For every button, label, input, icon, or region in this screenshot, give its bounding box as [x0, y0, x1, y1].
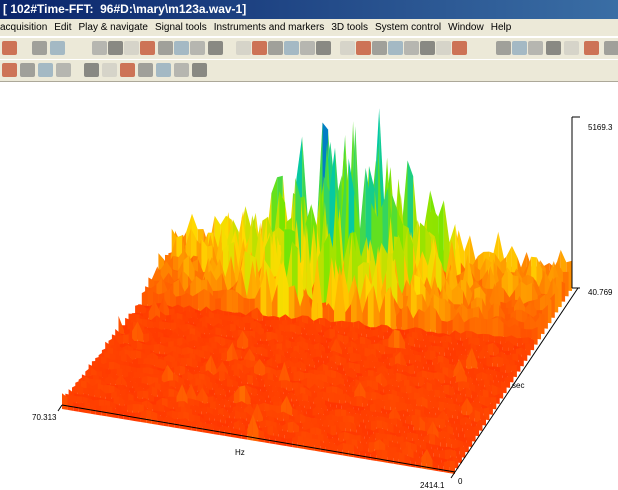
toolbar-button[interactable] [528, 41, 543, 55]
toolbar-button[interactable] [584, 41, 599, 55]
toolbar-button[interactable] [138, 63, 153, 77]
toolbar-button[interactable] [124, 41, 139, 55]
waterfall-plot: 5169.3 40.769 70.313 Hz 2414.1 0 sec [0, 82, 618, 490]
menu-item[interactable]: Window [448, 22, 484, 33]
toolbar-button[interactable] [174, 41, 189, 55]
surface-facet [360, 450, 366, 459]
surface-facet [259, 430, 265, 443]
z-max-label: 5169.3 [588, 123, 613, 132]
surface-facet [270, 435, 276, 444]
menu-item[interactable]: Help [491, 22, 512, 33]
surface-facet [376, 450, 382, 462]
toolbar-button[interactable] [102, 63, 117, 77]
toolbar-button[interactable] [20, 63, 35, 77]
toolbar-button[interactable] [316, 41, 331, 55]
menu-item[interactable]: Edit [54, 22, 71, 33]
surface-facet [382, 450, 388, 463]
surface-facet [289, 285, 295, 322]
toolbar-button[interactable] [546, 41, 561, 55]
menu-item[interactable]: System control [375, 22, 441, 33]
surface-facet [101, 405, 107, 416]
surface [62, 108, 572, 474]
toolbar-button[interactable] [120, 63, 135, 77]
toolbar-button[interactable] [604, 41, 618, 55]
menu-item[interactable]: acquisition [0, 22, 47, 33]
surface-facet [315, 439, 321, 452]
toolbar-button[interactable] [2, 41, 17, 55]
menu-item[interactable]: Instruments and markers [214, 22, 325, 33]
surface-facet [287, 438, 293, 447]
menu-item[interactable]: Signal tools [155, 22, 207, 33]
toolbar-button[interactable] [420, 41, 435, 55]
toolbar-button[interactable] [208, 41, 223, 55]
app-window: [ 102#Time-FFT: 96#D:\mary\m123a.wav-1] … [0, 0, 618, 490]
surface-facet [208, 424, 214, 434]
toolbar-button[interactable] [236, 41, 251, 55]
toolbar-button[interactable] [38, 63, 53, 77]
toolbar-button[interactable] [192, 63, 207, 77]
surface-facet [180, 418, 186, 429]
toolbar-button[interactable] [452, 41, 467, 55]
toolbar-button[interactable] [50, 41, 65, 55]
surface-facet [438, 462, 444, 472]
toolbar-button[interactable] [56, 63, 71, 77]
toolbar-button[interactable] [372, 41, 387, 55]
toolbar-button[interactable] [340, 41, 355, 55]
toolbar-button[interactable] [140, 41, 155, 55]
toolbar-button[interactable] [84, 63, 99, 77]
surface-facet [146, 410, 152, 424]
toolbar-button[interactable] [92, 41, 107, 55]
surface-facet [402, 306, 408, 333]
surface-facet [107, 405, 113, 417]
surface-facet [275, 436, 281, 446]
toolbar-button[interactable] [174, 63, 189, 77]
menu-bar: acquisition Edit Play & navigate Signal too… [0, 19, 618, 36]
surface-facet [430, 305, 436, 336]
y-start-label: 0 [458, 477, 463, 486]
toolbar-button[interactable] [436, 41, 451, 55]
surface-facet [141, 410, 147, 423]
surface-facet [242, 429, 248, 439]
surface-facet [343, 443, 349, 457]
toolbar-button[interactable] [300, 41, 315, 55]
menu-item[interactable]: 3D tools [331, 22, 368, 33]
toolbar-button[interactable] [268, 41, 283, 55]
toolbar-button[interactable] [496, 41, 511, 55]
surface-facet [219, 426, 225, 436]
toolbar-button[interactable] [512, 41, 527, 55]
surface-facet [135, 412, 141, 422]
toolbar-button[interactable] [108, 41, 123, 55]
menu-item[interactable]: Play & navigate [79, 22, 149, 33]
toolbar [0, 59, 618, 82]
surface-facet [303, 437, 309, 450]
toolbar-button[interactable] [404, 41, 419, 55]
surface-facet [230, 428, 236, 438]
toolbar-button[interactable] [32, 41, 47, 55]
surface-facet [298, 436, 304, 449]
surface-facet [152, 411, 158, 425]
toolbar [0, 37, 618, 60]
surface-facet [202, 423, 208, 434]
z-min-label: 40.769 [588, 288, 613, 297]
toolbar-button[interactable] [252, 41, 267, 55]
surface-facet [416, 458, 422, 469]
toolbar-button[interactable] [388, 41, 403, 55]
x-tick [58, 405, 62, 411]
toolbar-button[interactable] [284, 41, 299, 55]
x-start-label: 70.313 [32, 413, 57, 422]
toolbar-button[interactable] [2, 63, 17, 77]
x-end-label: 2414.1 [420, 481, 445, 490]
surface-facet [85, 403, 91, 414]
toolbar-button[interactable] [158, 41, 173, 55]
toolbar-button[interactable] [156, 63, 171, 77]
title-bar: [ 102#Time-FFT: 96#D:\mary\m123a.wav-1] [0, 0, 618, 19]
surface-facet [348, 444, 354, 457]
toolbar-button[interactable] [356, 41, 371, 55]
surface-facet [309, 438, 315, 451]
x-axis-label: Hz [235, 448, 245, 457]
toolbar-button[interactable] [190, 41, 205, 55]
y-axis-label: sec [512, 381, 524, 390]
toolbar-button[interactable] [564, 41, 579, 55]
